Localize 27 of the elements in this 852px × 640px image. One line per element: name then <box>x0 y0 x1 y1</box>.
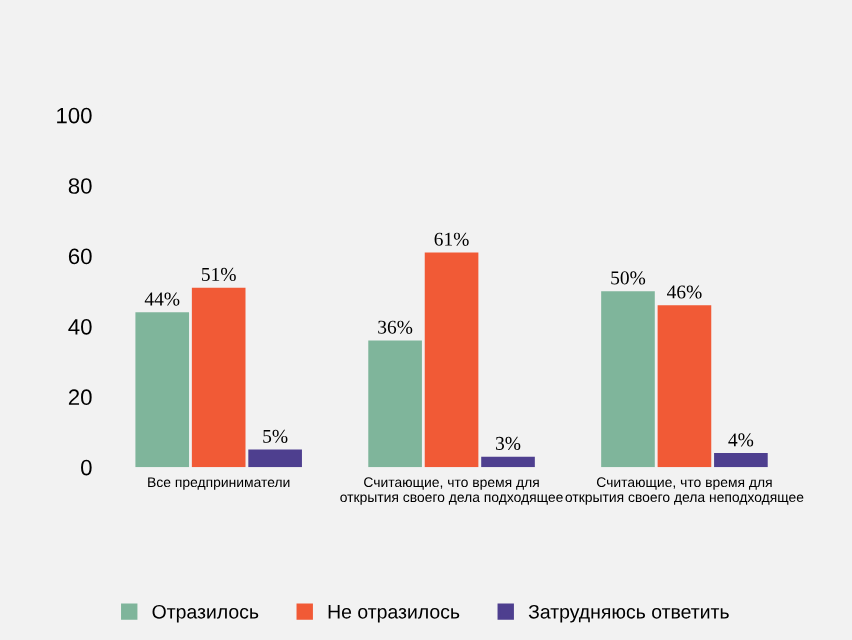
data-label: 61% <box>434 232 469 246</box>
legend-label: Отразилось <box>152 604 259 623</box>
bar <box>657 305 712 468</box>
bar <box>368 340 422 468</box>
y-tick-label: 0 <box>81 459 92 476</box>
bar <box>424 252 479 468</box>
data-label: 3% <box>495 436 521 450</box>
bar <box>135 312 190 468</box>
bar <box>191 287 246 468</box>
data-label: 5% <box>263 429 288 443</box>
data-label: 44% <box>144 292 180 306</box>
y-tick-label: 20 <box>68 389 92 406</box>
bar <box>714 453 768 468</box>
y-tick-label: 40 <box>68 318 92 335</box>
data-label: 51% <box>201 267 236 282</box>
data-label: 46% <box>667 285 702 299</box>
legend-label: Затрудняюсь ответить <box>528 604 729 623</box>
legend-label: Не отразилось <box>328 605 460 623</box>
data-label: 36% <box>378 320 413 334</box>
y-tick-label: 100 <box>57 107 92 124</box>
y-tick-label: 60 <box>68 248 92 265</box>
data-label: 50% <box>611 271 646 285</box>
data-label: 4% <box>728 433 754 447</box>
bar <box>601 291 655 468</box>
y-tick-label: 80 <box>68 178 92 194</box>
bar <box>481 456 535 468</box>
bar <box>248 449 302 468</box>
